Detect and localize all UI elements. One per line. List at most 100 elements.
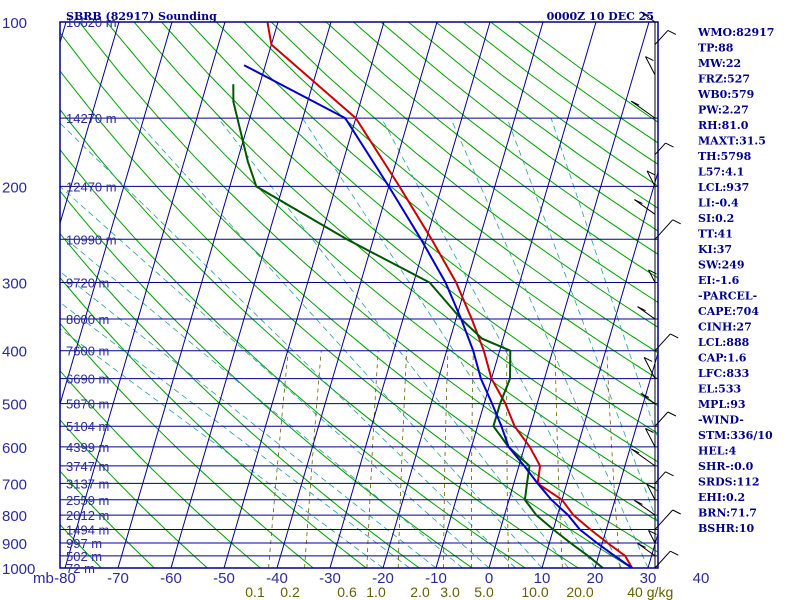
isotherm <box>594 351 658 568</box>
wind-barb <box>637 542 656 557</box>
temperature-tick-label: -20 <box>372 570 394 587</box>
temperature-tick-label: -50 <box>213 570 235 587</box>
height-label: 997 m <box>66 536 102 551</box>
wind-barb <box>648 269 656 283</box>
moist-adiabat <box>550 117 658 441</box>
pressure-tick-label: 400 <box>2 344 27 361</box>
temperature-tick-label: 20 <box>587 570 604 587</box>
moist-adiabat <box>60 122 516 568</box>
pressure-tick-label: 900 <box>2 536 27 553</box>
isotherm <box>117 22 279 568</box>
wind-barbs <box>630 11 681 569</box>
chart-title: SBRB (82917) Sounding <box>66 10 217 23</box>
wind-barb-flag <box>634 499 643 505</box>
plot-area <box>60 22 658 568</box>
wind-barb-flag <box>646 170 656 176</box>
mixing-ratio-label: 0.2 <box>280 584 300 600</box>
index-value: MAXT:31.5 <box>698 135 766 148</box>
mixing-ratio-label: 40 <box>627 584 643 600</box>
height-label: 2559 m <box>66 493 109 508</box>
height-label: 5870 m <box>66 397 109 412</box>
wind-barb <box>645 428 656 448</box>
wind-barb <box>654 142 666 156</box>
plot-frame <box>59 21 659 569</box>
mixing-ratio-line <box>471 350 474 568</box>
temperature-tick-label: -80 <box>54 570 76 587</box>
wind-barb <box>648 530 656 544</box>
height-labels: 16620 m 14270 m 12470 m 10990 m 9720 m 8600 m… <box>66 15 117 576</box>
wind-barb <box>637 306 656 320</box>
wind-barb-flag <box>665 142 674 148</box>
wind-barb <box>654 550 671 569</box>
temperature-tick-label: -40 <box>266 570 288 587</box>
pressure-tick-label: 300 <box>2 276 27 293</box>
isotherm <box>488 22 650 568</box>
isotherm <box>170 22 332 568</box>
index-value: EI:-1.6 <box>698 274 740 287</box>
height-label: 72 m <box>66 561 95 576</box>
index-value: STM:336/10 <box>698 429 773 442</box>
wind-barb <box>654 509 674 530</box>
pressure-tick-label: 700 <box>2 476 27 493</box>
height-label: 1494 m <box>66 523 109 538</box>
height-label: 5104 m <box>66 419 109 434</box>
pressure-tick-label: 200 <box>2 179 27 196</box>
wind-barb-flag <box>667 411 677 417</box>
moist-adiabat <box>60 233 463 568</box>
index-value: KI:37 <box>698 243 732 256</box>
moist-adiabat <box>506 117 658 525</box>
wind-barb-flag <box>670 550 679 556</box>
pressure-tick-label: 800 <box>2 508 27 525</box>
index-value: -PARCEL- <box>698 290 757 303</box>
height-label: 16620 m <box>66 15 117 30</box>
mixing-ratio-line <box>606 350 621 568</box>
wind-barb <box>654 219 674 240</box>
temperature-profile <box>266 22 633 568</box>
wind-barb-flag <box>646 483 656 489</box>
wind-barb-flag <box>640 393 650 398</box>
index-value: CAP:1.6 <box>698 352 747 365</box>
wind-barb-flag <box>640 11 650 17</box>
isotherm <box>60 22 173 406</box>
pressure-tick-label: 600 <box>2 440 27 457</box>
series-lines <box>232 22 633 568</box>
wind-barb-flag <box>665 471 674 477</box>
parcel-profile <box>243 64 633 568</box>
wind-barb <box>654 471 666 484</box>
dry-adiabat <box>60 276 367 568</box>
wind-barb-flag <box>645 428 654 433</box>
isotherm <box>64 22 226 568</box>
index-value: LCL:888 <box>698 336 750 349</box>
temperature-tick-label: 0 <box>485 570 493 587</box>
height-label: 12470 m <box>66 179 117 194</box>
wind-barb-flag <box>672 509 681 515</box>
moist-adiabat <box>60 185 490 568</box>
index-value: -WIND- <box>698 414 744 427</box>
wind-barb-flag <box>672 219 681 225</box>
wind-barb-flag <box>648 269 657 275</box>
moist-adiabat <box>60 271 437 568</box>
mixing-ratio-line <box>397 350 408 568</box>
mixing-ratio-label: g/kg <box>647 584 673 600</box>
height-label: 6690 m <box>66 372 109 387</box>
temperature-tick-label: -70 <box>107 570 129 587</box>
index-value: TP:88 <box>698 42 734 55</box>
index-value: EHI:0.2 <box>698 491 745 504</box>
wind-barb-flag <box>643 356 653 362</box>
temperature-axis-labels: -80 -70 -60 -50 -40 -30 -20 -10 0 10 20 30 40 <box>54 570 709 587</box>
isotherm <box>329 22 491 568</box>
isotherm <box>541 170 658 568</box>
isotherm <box>435 22 597 568</box>
valid-time: 0000Z 10 DEC 25 <box>547 10 654 23</box>
isotherm <box>382 22 544 568</box>
index-value: LI:-0.4 <box>698 197 739 210</box>
height-label: 2012 m <box>66 508 109 523</box>
index-value: SW:249 <box>698 259 745 272</box>
wind-barb <box>654 333 671 352</box>
height-label: 9720 m <box>66 276 109 291</box>
wind-barb-flag <box>637 306 646 312</box>
mixing-ratio-label: 0.6 <box>337 584 357 600</box>
isotherm <box>276 22 438 568</box>
mixing-ratio-label: 1.0 <box>366 584 386 600</box>
dry-adiabat <box>106 22 658 492</box>
